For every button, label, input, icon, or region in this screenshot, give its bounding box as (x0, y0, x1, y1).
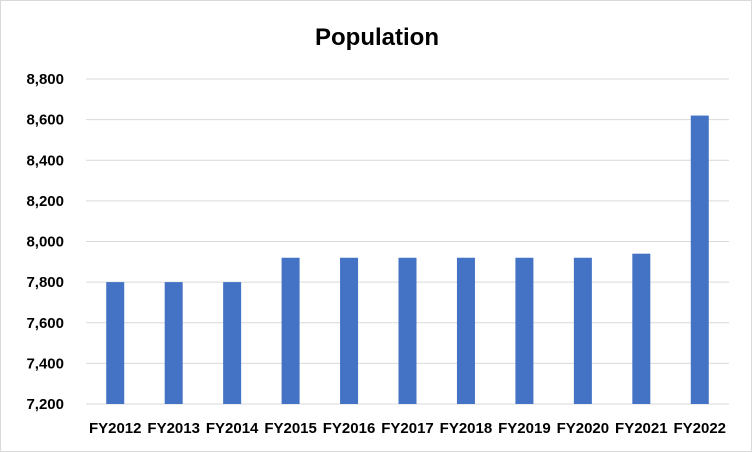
y-axis-ticks: 7,200 7,400 7,600 7,800 8,000 8,200 8,400 8,600… (26, 71, 64, 413)
x-tick-label: FY2020 (557, 420, 610, 437)
x-tick-label: FY2022 (673, 420, 726, 437)
gridlines (86, 78, 729, 405)
bar-fy2013 (164, 282, 183, 404)
bar-fy2015 (281, 257, 300, 404)
bar-fy2021 (632, 253, 651, 404)
y-tick-label: 8,200 (26, 193, 64, 210)
bar-fy2012 (106, 282, 125, 404)
x-tick-label: FY2017 (381, 420, 434, 437)
bar-fy2014 (223, 282, 242, 404)
x-tick-label: FY2014 (206, 420, 259, 437)
x-tick-label: FY2012 (89, 420, 142, 437)
y-tick-label: 8,600 (26, 112, 64, 129)
bar-fy2018 (456, 257, 475, 404)
bar-fy2016 (340, 257, 359, 404)
x-axis-ticks: FY2012 FY2013 FY2014 FY2015 FY2016 FY2017 FY20… (89, 420, 726, 437)
y-tick-label: 7,400 (26, 355, 64, 372)
y-tick-label: 7,200 (26, 396, 64, 413)
bar-fy2022 (690, 115, 709, 404)
x-tick-label: FY2021 (615, 420, 668, 437)
y-tick-label: 8,000 (26, 234, 64, 251)
x-tick-label: FY2016 (323, 420, 376, 437)
bar-fy2017 (398, 257, 417, 404)
bars (106, 115, 709, 404)
chart-title: Population (315, 24, 439, 51)
x-tick-label: FY2018 (440, 420, 493, 437)
x-tick-label: FY2015 (264, 420, 317, 437)
x-tick-label: FY2013 (147, 420, 200, 437)
y-tick-label: 7,600 (26, 315, 64, 332)
bar-fy2019 (515, 257, 534, 404)
y-tick-label: 8,800 (26, 71, 64, 88)
y-tick-label: 8,400 (26, 152, 64, 169)
bar-fy2020 (573, 257, 592, 404)
x-tick-label: FY2019 (498, 420, 551, 437)
y-tick-label: 7,800 (26, 274, 64, 291)
